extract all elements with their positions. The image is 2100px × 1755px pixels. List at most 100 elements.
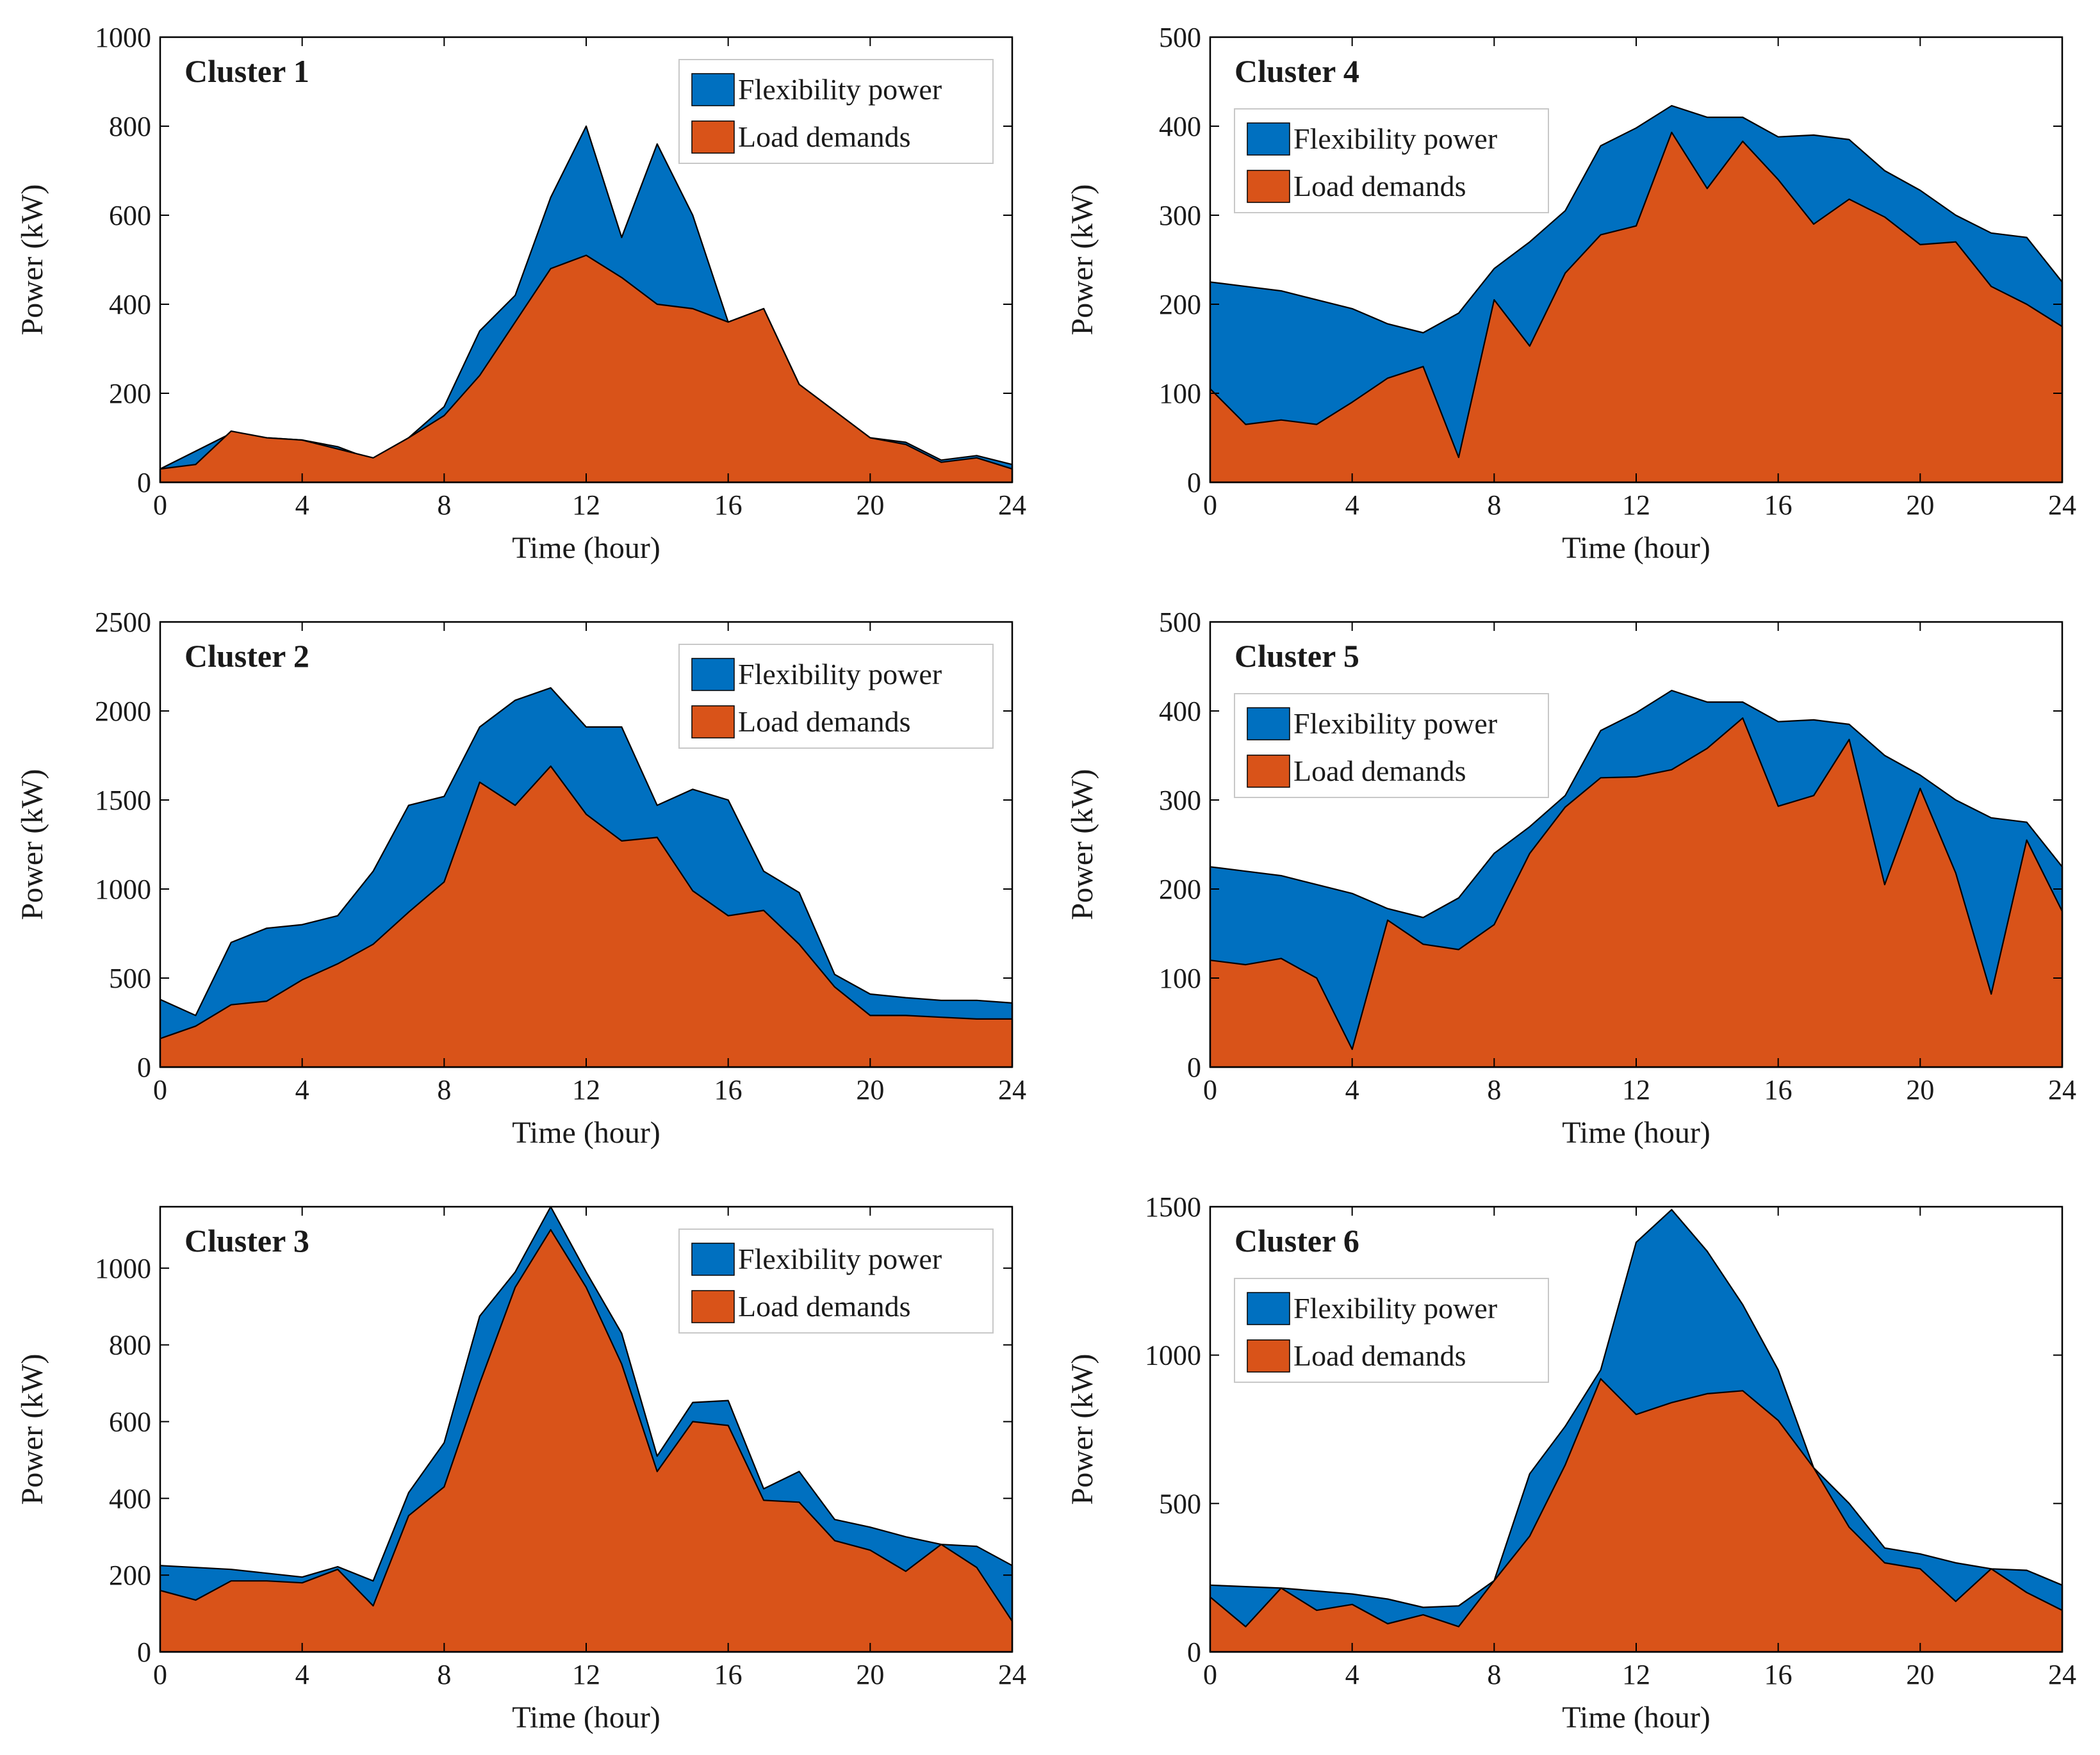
x-tick-label: 20 (856, 1659, 884, 1690)
x-tick-label: 4 (1345, 489, 1359, 521)
x-tick-label: 4 (295, 1659, 309, 1690)
legend-swatch-flexibility (691, 658, 735, 691)
x-tick-label: 8 (1487, 1074, 1501, 1106)
legend-label: Load demands (1293, 1339, 1466, 1372)
y-tick-label: 200 (109, 1560, 151, 1591)
legend-swatch-load (691, 120, 735, 154)
legend: Flexibility power Load demands (1234, 108, 1549, 213)
y-tick-label: 200 (1159, 289, 1201, 320)
x-tick-label: 12 (1622, 489, 1650, 521)
x-tick-label: 8 (437, 489, 451, 521)
cluster-title: Cluster 2 (185, 638, 309, 674)
x-tick-label: 0 (1203, 489, 1217, 521)
legend: Flexibility power Load demands (678, 1228, 994, 1334)
x-tick-label: 24 (998, 1659, 1026, 1690)
legend-label: Load demands (738, 705, 911, 738)
legend-swatch-flexibility (691, 73, 735, 106)
cluster-title: Cluster 3 (185, 1223, 309, 1259)
area-series-load-demands (159, 254, 1013, 484)
x-tick-label: 8 (437, 1659, 451, 1690)
x-axis-label: Time (hour) (512, 531, 660, 565)
y-tick-label: 2000 (95, 696, 151, 727)
y-tick-label: 300 (1159, 200, 1201, 231)
x-tick-label: 16 (1764, 1659, 1792, 1690)
x-tick-label: 16 (1764, 489, 1792, 521)
x-tick-label: 20 (1906, 489, 1934, 521)
x-tick-label: 24 (2048, 1659, 2076, 1690)
x-tick-label: 16 (714, 1659, 742, 1690)
legend-label: Load demands (738, 1290, 911, 1323)
x-tick-label: 4 (1345, 1074, 1359, 1106)
y-tick-label: 0 (137, 1637, 151, 1668)
y-tick-label: 1500 (95, 785, 151, 816)
legend: Flexibility power Load demands (678, 644, 994, 749)
x-tick-label: 8 (437, 1074, 451, 1106)
y-tick-label: 100 (1159, 963, 1201, 994)
cluster-title: Cluster 1 (185, 53, 309, 89)
y-tick-label: 0 (1187, 1052, 1201, 1083)
x-tick-label: 12 (572, 1659, 600, 1690)
area-series-load-demands (159, 1228, 1013, 1653)
x-tick-label: 20 (1906, 1659, 1934, 1690)
legend-label: Flexibility power (738, 73, 942, 106)
legend-label: Flexibility power (738, 1243, 942, 1275)
y-axis-label: Power (kW) (15, 184, 49, 336)
legend-label: Load demands (738, 120, 911, 153)
x-axis-label: Time (hour) (512, 1701, 660, 1735)
area-series-load-demands (159, 765, 1013, 1068)
x-tick-label: 24 (2048, 1074, 2076, 1106)
x-tick-label: 0 (1203, 1074, 1217, 1106)
y-tick-label: 600 (109, 200, 151, 231)
x-tick-label: 8 (1487, 489, 1501, 521)
chart-cluster-1: 0 4 8 12 16 20 24 0 200 400 600 800 1000 Time (hour) P… (15, 22, 1026, 565)
x-tick-label: 12 (1622, 1659, 1650, 1690)
cluster-title: Cluster 4 (1235, 53, 1359, 89)
legend: Flexibility power Load demands (1234, 1278, 1549, 1383)
y-axis-label: Power (kW) (1065, 1354, 1099, 1505)
x-axis-label: Time (hour) (1562, 1116, 1710, 1150)
x-tick-label: 16 (1764, 1074, 1792, 1106)
y-tick-label: 400 (109, 1483, 151, 1514)
y-axis-label: Power (kW) (15, 1354, 49, 1505)
y-tick-label: 400 (1159, 111, 1201, 142)
y-tick-label: 400 (109, 289, 151, 320)
x-tick-label: 20 (856, 1074, 884, 1106)
chart-cluster-6: 0 4 8 12 16 20 24 0 500 1000 1500 Time (hour) Power … (1065, 1191, 2076, 1735)
x-tick-label: 20 (1906, 1074, 1934, 1106)
cluster-title: Cluster 5 (1235, 638, 1359, 674)
legend-swatch-load (1247, 1339, 1290, 1373)
legend-swatch-flexibility (1247, 1292, 1290, 1325)
legend-swatch-flexibility (1247, 122, 1290, 156)
y-tick-label: 1000 (95, 1253, 151, 1284)
x-tick-label: 0 (1203, 1659, 1217, 1690)
x-tick-label: 4 (295, 489, 309, 521)
legend-label: Load demands (1293, 170, 1466, 202)
legend-label: Flexibility power (738, 658, 942, 690)
x-tick-label: 12 (1622, 1074, 1650, 1106)
y-tick-label: 0 (137, 1052, 151, 1083)
y-tick-label: 1000 (1145, 1340, 1201, 1371)
chart-cluster-5: 0 4 8 12 16 20 24 0 100 200 300 400 500 Time (hour) Po… (1065, 607, 2076, 1150)
x-tick-label: 12 (572, 489, 600, 521)
area-series-load-demands (1209, 717, 2063, 1068)
x-tick-label: 4 (1345, 1659, 1359, 1690)
y-tick-label: 800 (109, 1330, 151, 1361)
x-tick-label: 16 (714, 1074, 742, 1106)
legend-label: Load demands (1293, 755, 1466, 787)
x-tick-label: 0 (153, 1659, 167, 1690)
y-tick-label: 200 (109, 378, 151, 409)
legend-swatch-flexibility (1247, 707, 1290, 740)
y-axis-label: Power (kW) (15, 769, 49, 920)
x-tick-label: 20 (856, 489, 884, 521)
y-tick-label: 100 (1159, 378, 1201, 409)
y-tick-label: 500 (1159, 607, 1201, 638)
y-tick-label: 600 (109, 1407, 151, 1438)
y-axis-label: Power (kW) (1065, 769, 1099, 920)
y-tick-label: 200 (1159, 874, 1201, 905)
chart-cluster-3: 0 4 8 12 16 20 24 0 200 400 600 800 1000 Time (hour) P… (15, 1205, 1026, 1735)
x-tick-label: 4 (295, 1074, 309, 1106)
area-series-load-demands (1209, 1378, 2063, 1653)
legend-swatch-load (691, 705, 735, 739)
legend-label: Flexibility power (1293, 122, 1497, 155)
